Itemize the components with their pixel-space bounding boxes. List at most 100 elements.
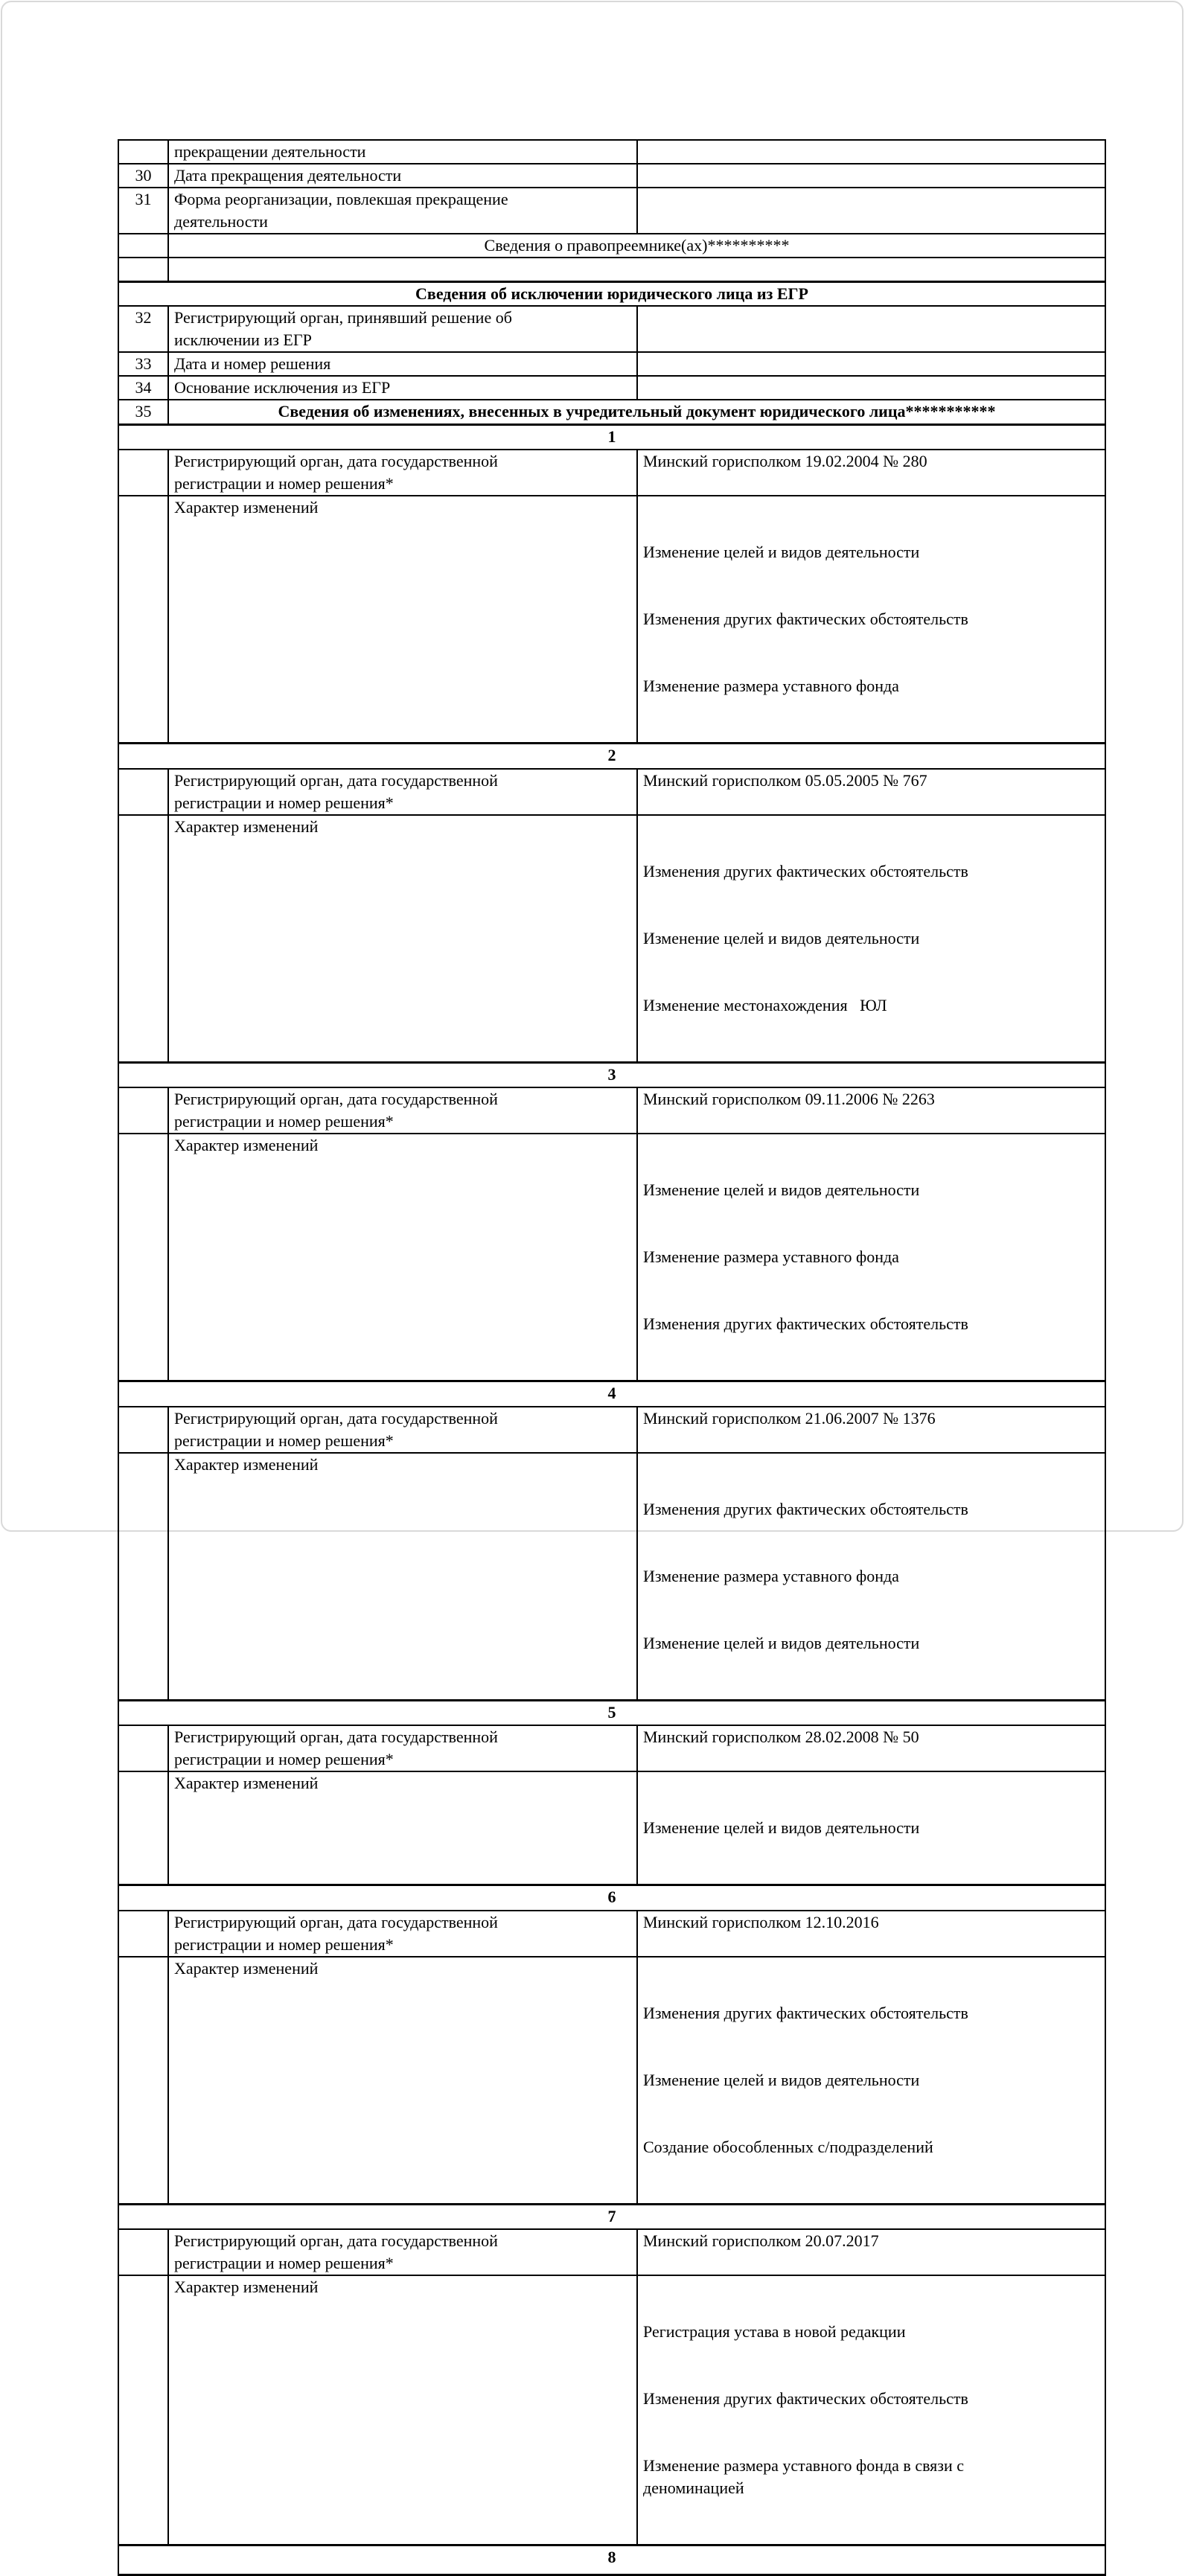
decision-value: Минский горисполком 21.06.2007 № 1376: [637, 1407, 1105, 1453]
row-number-cell: [118, 1725, 168, 1771]
change-line: Изменения других фактических обстоятельс…: [643, 2002, 1099, 2024]
row-number-cell: [118, 2229, 168, 2275]
table-row: 32 Регистрирующий орган, принявший решен…: [118, 306, 1105, 352]
change-line: Изменение размера уставного фонда: [643, 675, 1099, 697]
table-row: Регистрирующий орган, дата государственн…: [118, 450, 1105, 496]
row-label: Характер изменений: [168, 1957, 637, 2205]
row-label: Регистрирующий орган, дата государственн…: [168, 450, 637, 496]
amendment-number: 7: [118, 2204, 1105, 2229]
row-label: прекращении деятельности: [168, 140, 637, 164]
table-row: 33 Дата и номер решения: [118, 352, 1105, 376]
decision-value: Минский горисполком 05.05.2005 № 767: [637, 769, 1105, 815]
row-number-cell: [118, 2275, 168, 2545]
row-label: Регистрирующий орган, дата государственн…: [168, 1087, 637, 1134]
table-row: Характер изменений Изменения других факт…: [118, 1957, 1105, 2205]
row-value-empty: [637, 352, 1105, 376]
amendment-number-row: 1: [118, 424, 1105, 450]
row-value-empty: [637, 306, 1105, 352]
change-line: Изменение целей и видов деятельности: [643, 1179, 1099, 1201]
table-row: Регистрирующий орган, дата государственн…: [118, 1911, 1105, 1957]
table-row: Регистрирующий орган, дата государственн…: [118, 1087, 1105, 1134]
decision-value: Минский горисполком 19.02.2004 № 280: [637, 450, 1105, 496]
table-row: Характер изменений Изменения других факт…: [118, 1453, 1105, 1701]
row-value-empty: [637, 188, 1105, 234]
exclusion-section-header: Сведения об исключении юридического лица…: [118, 281, 1105, 306]
amendment-number: 3: [118, 1062, 1105, 1087]
table-row: Регистрирующий орган, дата государственн…: [118, 2229, 1105, 2275]
amendment-number-row: 5: [118, 1700, 1105, 1725]
changes-value: Изменение целей и видов деятельности Изм…: [637, 496, 1105, 744]
row-value-empty: [637, 140, 1105, 164]
table-row: Характер изменений Изменение целей и вид…: [118, 1771, 1105, 1885]
row-number-cell: [118, 1087, 168, 1134]
row-label: Дата и номер решения: [168, 352, 637, 376]
row-number-cell: [118, 1134, 168, 1381]
table-row: 31 Форма реорганизации, повлекшая прекра…: [118, 188, 1105, 234]
change-line: Изменение размера уставного фонда: [643, 1246, 1099, 1268]
amendment-number: 2: [118, 744, 1105, 769]
change-line: Изменения других фактических обстоятельс…: [643, 860, 1099, 883]
changes-value: Изменение целей и видов деятельности Изм…: [637, 1134, 1105, 1381]
row-number-cell: 34: [118, 376, 168, 400]
decision-value: Минский горисполком 20.07.2017: [637, 2229, 1105, 2275]
change-line: Изменения других фактических обстоятельс…: [643, 2388, 1099, 2410]
changes-value: Изменение целей и видов деятельности: [637, 1771, 1105, 1885]
row-number-cell: [118, 1407, 168, 1453]
row-label: Характер изменений: [168, 815, 637, 1063]
change-line: Изменение местонахождения ЮЛ: [643, 994, 1099, 1017]
row-label: Регистрирующий орган, принявший решение …: [168, 306, 637, 352]
registry-extract-table: прекращении деятельности 30 Дата прекращ…: [118, 139, 1106, 2576]
table-row: Регистрирующий орган, дата государственн…: [118, 1407, 1105, 1453]
table-row: Характер изменений Изменение целей и вид…: [118, 496, 1105, 744]
row-label: Характер изменений: [168, 1134, 637, 1381]
row-number-cell: [118, 1771, 168, 1885]
row-number-cell: [118, 140, 168, 164]
amendment-number-row: 3: [118, 1062, 1105, 1087]
row-value-empty: [637, 164, 1105, 188]
amendment-number-row: 7: [118, 2204, 1105, 2229]
table-row: Сведения о правопреемнике(ах)**********: [118, 234, 1105, 258]
changes-value: Регистрация устава в новой редакции Изме…: [637, 2275, 1105, 2545]
row-number-cell: [118, 769, 168, 815]
row-number-cell: [118, 258, 168, 281]
change-line: Изменение целей и видов деятельности: [643, 1632, 1099, 1655]
table-row: Характер изменений Регистрация устава в …: [118, 2275, 1105, 2545]
table-row: 34 Основание исключения из ЕГР: [118, 376, 1105, 400]
amendments-section-header: Сведения об изменениях, внесенных в учре…: [168, 400, 1105, 424]
row-number-cell: 31: [118, 188, 168, 234]
change-line: Изменения других фактических обстоятельс…: [643, 608, 1099, 630]
amendment-number-row: 4: [118, 1381, 1105, 1407]
amendment-number: 5: [118, 1700, 1105, 1725]
row-label: Регистрирующий орган, дата государственн…: [168, 1725, 637, 1771]
amendment-number-row: 8: [118, 2545, 1105, 2575]
changes-value: Изменения других фактических обстоятельс…: [637, 815, 1105, 1063]
row-value-empty: [637, 376, 1105, 400]
table-row: Характер изменений Изменения других факт…: [118, 815, 1105, 1063]
decision-value: Минский горисполком 09.11.2006 № 2263: [637, 1087, 1105, 1134]
change-line: Изменение целей и видов деятельности: [643, 2069, 1099, 2091]
row-label: Дата прекращения деятельности: [168, 164, 637, 188]
row-number-cell: [118, 1453, 168, 1701]
amendment-number: 4: [118, 1381, 1105, 1407]
table-row: 30 Дата прекращения деятельности: [118, 164, 1105, 188]
change-line: Изменение целей и видов деятельности: [643, 541, 1099, 563]
row-label: Характер изменений: [168, 1453, 637, 1701]
amendment-number: 6: [118, 1885, 1105, 1911]
change-line: Регистрация устава в новой редакции: [643, 2321, 1099, 2343]
row-number-cell: [118, 815, 168, 1063]
row-label: Основание исключения из ЕГР: [168, 376, 637, 400]
row-number-cell: 30: [118, 164, 168, 188]
amendment-number-row: 6: [118, 1885, 1105, 1911]
row-label: Характер изменений: [168, 1771, 637, 1885]
change-line: Изменения других фактических обстоятельс…: [643, 1313, 1099, 1335]
change-line: Изменение целей и видов деятельности: [643, 1817, 1099, 1839]
table-row: [118, 258, 1105, 281]
amendment-number: 8: [118, 2545, 1105, 2575]
row-number-cell: [118, 234, 168, 258]
row-label: Регистрирующий орган, дата государственн…: [168, 1911, 637, 1957]
change-line: Изменение целей и видов деятельности: [643, 927, 1099, 950]
row-value-empty: [168, 258, 1105, 281]
amendment-number: 1: [118, 424, 1105, 450]
change-line: Изменение размера уставного фонда: [643, 1565, 1099, 1588]
amendment-number-row: 2: [118, 744, 1105, 769]
